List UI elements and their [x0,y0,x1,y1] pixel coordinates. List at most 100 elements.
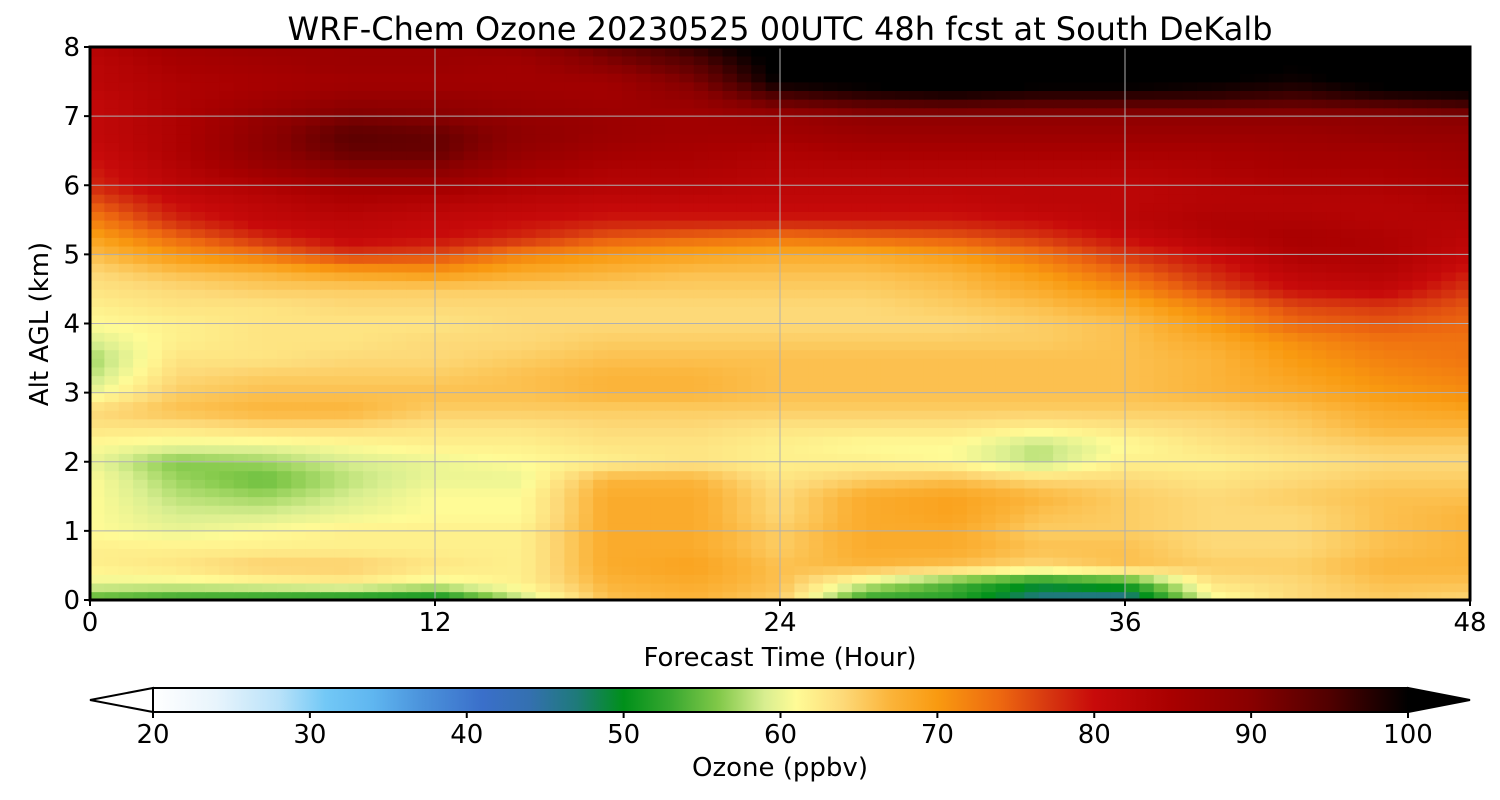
heatmap-cell [506,185,523,195]
heatmap-cell [1225,176,1241,187]
heatmap-cell [636,245,652,256]
heatmap-cell [1211,582,1227,593]
heatmap-cell [808,349,824,359]
heatmap-cell [449,280,465,290]
heatmap-cell [391,288,408,299]
heatmap-cell [320,263,336,273]
heatmap-cell [478,444,494,454]
heatmap-cell [420,444,436,454]
heatmap-cell [233,444,249,454]
heatmap-cell [1081,159,1098,169]
heatmap-cell [808,297,824,308]
heatmap-cell [291,487,307,498]
heatmap-cell [391,565,408,575]
heatmap-cell [1211,565,1227,575]
heatmap-cell [995,487,1011,498]
heatmap-cell [1096,254,1112,264]
heatmap-cell [1398,487,1414,498]
heatmap-cell [348,435,364,446]
heatmap-cell [909,496,925,506]
heatmap-cell [693,193,709,204]
heatmap-cell [377,418,393,428]
heatmap-cell [1254,392,1270,403]
heatmap-cell [478,159,494,169]
heatmap-cell [1441,556,1457,567]
heatmap-cell [995,237,1011,247]
heatmap-cell [334,461,350,472]
heatmap-cell [190,522,206,532]
heatmap-cell [1340,323,1356,333]
heatmap-cell [1096,565,1112,575]
heatmap-cell [981,193,997,204]
heatmap-cell [506,383,523,394]
heatmap-cell [765,409,781,420]
heatmap-cell [1254,479,1270,489]
heatmap-cell [1196,288,1213,299]
heatmap-cell [506,263,523,273]
heatmap-cell [1412,271,1428,282]
heatmap-cell [1326,332,1342,342]
heatmap-cell [665,271,681,282]
heatmap-cell [1340,461,1356,472]
heatmap-cell [1010,513,1026,524]
heatmap-cell [506,427,523,437]
heatmap-cell [1426,202,1443,212]
heatmap-cell [262,539,278,549]
heatmap-cell [104,254,120,264]
heatmap-cell [449,427,465,437]
heatmap-cell [708,574,724,584]
heatmap-cell [851,263,868,273]
heatmap-cell [593,504,609,515]
heatmap-cell [305,167,321,178]
heatmap-cell [1412,565,1428,575]
heatmap-cell [665,539,681,549]
heatmap-cell [363,280,379,290]
heatmap-cell [923,366,939,377]
heatmap-cell [190,383,206,394]
heatmap-cell [1081,409,1098,420]
heatmap-cell [722,470,738,480]
heatmap-cell [909,150,925,161]
heatmap-cell [348,530,364,541]
heatmap-cell [1283,461,1299,472]
heatmap-cell [1010,323,1026,333]
heatmap-cell [966,504,983,515]
heatmap-cell [1355,237,1371,247]
heatmap-cell [981,565,997,575]
heatmap-cell [621,530,638,541]
heatmap-cell [1398,522,1414,532]
heatmap-cell [1340,340,1356,351]
heatmap-cell [1326,176,1342,187]
heatmap-cell [895,314,911,325]
heatmap-cell [866,245,882,256]
heatmap-cell [722,332,738,342]
heatmap-cell [1398,306,1414,316]
heatmap-cell [1268,297,1284,308]
heatmap-cell [449,487,465,498]
heatmap-cell [1211,150,1227,161]
heatmap-cell [420,383,436,394]
heatmap-cell [1355,591,1371,600]
heatmap-cell [708,565,724,575]
heatmap-cell [90,513,106,524]
heatmap-cell [176,375,192,385]
heatmap-cell [808,306,824,316]
heatmap-cell [1067,556,1083,567]
heatmap-cell [665,211,681,221]
heatmap-cell [420,176,436,187]
heatmap-cell [1441,323,1457,333]
heatmap-cell [478,340,494,351]
heatmap-cell [1168,383,1184,394]
heatmap-cell [923,548,939,558]
heatmap-cell [1383,254,1399,264]
heatmap-cell [808,263,824,273]
heatmap-cell [621,461,638,472]
heatmap-cell [736,297,753,308]
heatmap-cell [1024,530,1040,541]
heatmap-cell [1254,332,1270,342]
heatmap-cell [463,444,479,454]
heatmap-cell [1441,254,1457,264]
heatmap-cell [161,496,178,506]
heatmap-cell [478,409,494,420]
heatmap-cell [1010,202,1026,212]
